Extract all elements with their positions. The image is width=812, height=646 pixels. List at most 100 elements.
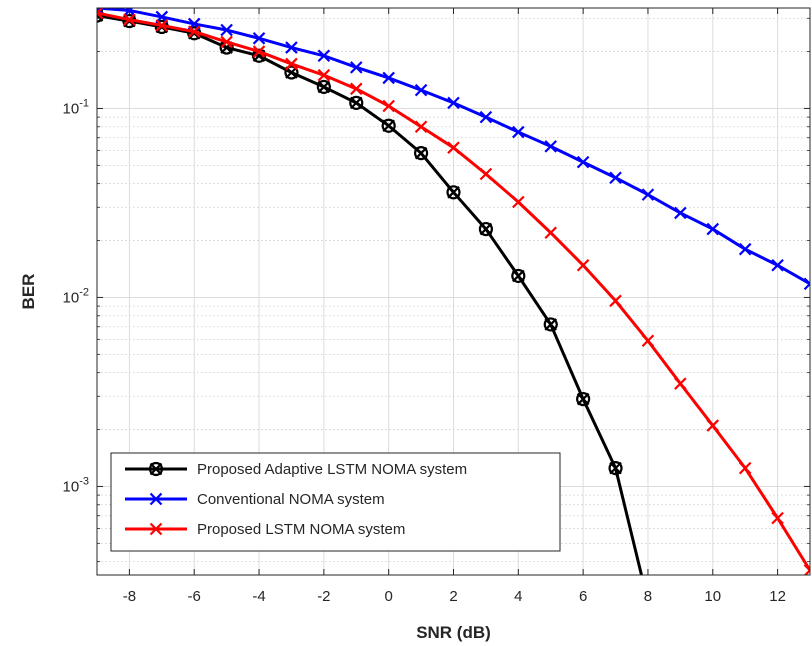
x-tick-label: 8 bbox=[644, 588, 652, 605]
data-point bbox=[641, 188, 655, 201]
legend-marker bbox=[148, 461, 164, 477]
legend-label: Proposed Adaptive LSTM NOMA system bbox=[197, 461, 467, 478]
marker-stroke bbox=[97, 8, 104, 15]
data-point bbox=[123, 13, 136, 26]
data-point bbox=[674, 206, 687, 220]
marker-stroke bbox=[149, 522, 163, 536]
marker-stroke bbox=[149, 492, 163, 506]
marker-stroke bbox=[609, 294, 622, 308]
data-point bbox=[543, 317, 558, 332]
marker-stroke bbox=[155, 19, 169, 32]
marker-stroke bbox=[382, 71, 395, 85]
data-point bbox=[220, 23, 233, 37]
data-point bbox=[97, 8, 104, 15]
marker-circle bbox=[478, 221, 494, 237]
y-tick-label: 10-2 bbox=[63, 286, 89, 306]
marker-stroke bbox=[544, 140, 558, 153]
data-point bbox=[97, 8, 104, 20]
marker-stroke bbox=[285, 41, 298, 54]
marker-circle bbox=[284, 65, 299, 80]
marker-circle bbox=[413, 146, 429, 161]
marker-stroke bbox=[382, 99, 395, 113]
marker-stroke bbox=[220, 35, 233, 49]
marker-stroke bbox=[285, 57, 298, 71]
data-point bbox=[382, 99, 395, 113]
data-point bbox=[674, 377, 687, 390]
marker-circle bbox=[576, 391, 591, 407]
data-point bbox=[349, 61, 363, 74]
marker-circle bbox=[349, 95, 364, 110]
data-point bbox=[349, 82, 363, 96]
data-point bbox=[317, 68, 331, 82]
marker-stroke bbox=[803, 568, 810, 575]
marker-stroke bbox=[414, 83, 428, 97]
data-point bbox=[413, 146, 429, 161]
x-tick-label: -4 bbox=[252, 588, 265, 605]
marker-stroke bbox=[317, 49, 331, 63]
data-point bbox=[544, 226, 558, 240]
marker-stroke bbox=[576, 258, 590, 272]
series-2 bbox=[97, 8, 810, 291]
data-point bbox=[641, 334, 655, 348]
data-point bbox=[738, 242, 752, 256]
marker-stroke bbox=[220, 23, 233, 37]
data-point bbox=[576, 155, 590, 169]
data-point bbox=[478, 221, 494, 237]
data-point bbox=[317, 49, 331, 63]
data-point bbox=[447, 141, 460, 154]
data-point bbox=[511, 268, 526, 284]
marker-circle bbox=[446, 185, 461, 200]
marker-stroke bbox=[803, 277, 810, 286]
data-point bbox=[608, 461, 623, 476]
marker-stroke bbox=[349, 82, 363, 96]
marker-stroke bbox=[317, 68, 331, 82]
data-point bbox=[576, 258, 590, 272]
x-tick-label: -2 bbox=[317, 588, 330, 605]
data-point bbox=[803, 277, 810, 291]
y-tick-label: 10-3 bbox=[63, 475, 89, 495]
marker-stroke bbox=[609, 171, 622, 185]
data-point bbox=[544, 140, 558, 153]
data-point bbox=[576, 391, 591, 407]
marker-stroke bbox=[479, 167, 493, 181]
data-point bbox=[316, 79, 331, 95]
marker-circle bbox=[381, 118, 396, 133]
marker-circle bbox=[608, 461, 623, 476]
marker-stroke bbox=[97, 8, 104, 15]
x-tick-label: 12 bbox=[769, 588, 786, 605]
marker-stroke bbox=[512, 195, 525, 209]
marker-stroke bbox=[447, 96, 460, 110]
data-point bbox=[706, 222, 720, 236]
marker-stroke bbox=[187, 25, 201, 38]
legend-label: Proposed LSTM NOMA system bbox=[197, 521, 405, 538]
marker-circle bbox=[148, 461, 164, 477]
marker-stroke bbox=[738, 461, 752, 475]
marker-circle bbox=[511, 268, 526, 284]
legend-marker bbox=[149, 492, 163, 506]
data-series bbox=[97, 8, 810, 575]
x-tick-label: 6 bbox=[579, 588, 587, 605]
marker-stroke bbox=[641, 334, 655, 348]
y-axis-label: BER bbox=[19, 274, 38, 310]
data-point bbox=[382, 71, 395, 85]
data-point bbox=[285, 57, 298, 71]
x-tick-label: 2 bbox=[449, 588, 457, 605]
data-point bbox=[803, 564, 810, 575]
data-point bbox=[349, 95, 364, 110]
data-point bbox=[771, 511, 784, 525]
legend-item: Proposed LSTM NOMA system bbox=[125, 521, 405, 538]
data-point bbox=[706, 419, 720, 432]
marker-stroke bbox=[771, 258, 784, 272]
series-3 bbox=[97, 8, 810, 575]
data-point bbox=[771, 258, 784, 272]
marker-stroke bbox=[738, 242, 752, 256]
marker-circle bbox=[316, 79, 331, 95]
x-tick-label: 10 bbox=[704, 588, 721, 605]
marker-stroke bbox=[771, 511, 784, 525]
marker-stroke bbox=[674, 206, 687, 220]
marker-stroke bbox=[512, 125, 525, 139]
data-point bbox=[252, 45, 266, 58]
data-point bbox=[220, 35, 233, 49]
x-tick-label: -8 bbox=[123, 588, 136, 605]
